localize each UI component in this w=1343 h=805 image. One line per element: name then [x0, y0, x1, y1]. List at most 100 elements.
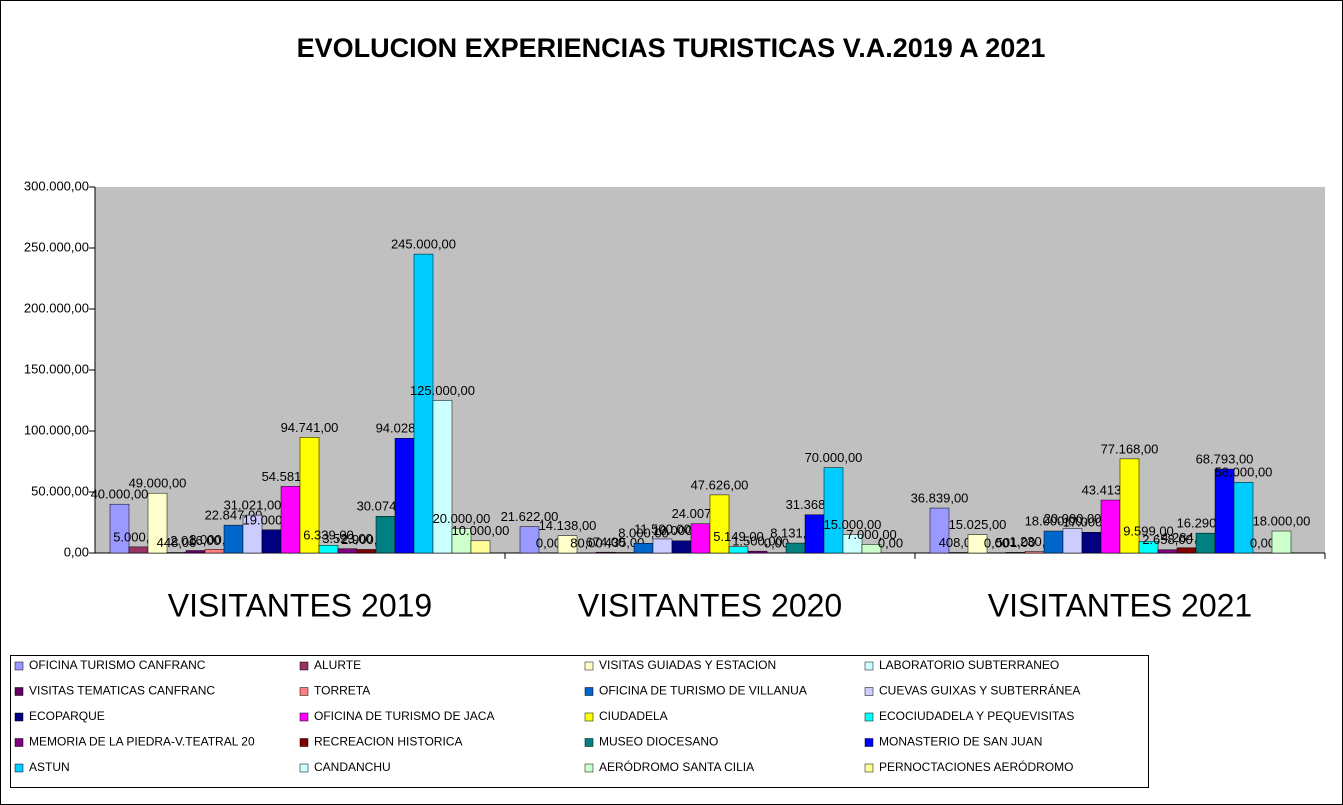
- legend-swatch: [299, 687, 309, 696]
- bar: [299, 437, 320, 554]
- y-tick-label: 250.000,00: [24, 239, 89, 254]
- value-label: 9.599,00: [1123, 524, 1174, 539]
- legend-label: ECOCIUDADELA Y PEQUEVISITAS: [879, 709, 1074, 723]
- y-tick-label: 100.000,00: [24, 422, 89, 437]
- bar: [128, 546, 149, 554]
- value-label: 18.000,00: [1253, 513, 1311, 528]
- bar: [261, 529, 282, 554]
- legend-label: CIUDADELA: [599, 709, 668, 723]
- bar: [671, 540, 692, 554]
- bar: [223, 524, 244, 554]
- legend-label: RECREACION HISTORICA: [314, 735, 462, 749]
- legend-label: PERNOCTACIONES AERÓDROMO: [879, 759, 1073, 774]
- legend-label: TORRETA: [314, 684, 370, 698]
- value-label: 68.793,00: [1196, 452, 1254, 467]
- chart-title: EVOLUCION EXPERIENCIAS TURISTICAS V.A.20…: [297, 33, 1046, 63]
- value-label: 0,00: [1250, 535, 1275, 550]
- value-label: 7.000,00: [846, 527, 897, 542]
- bar: [861, 544, 882, 554]
- value-label: 8.000,00: [618, 526, 669, 541]
- legend-label: VISITAS GUIADAS Y ESTACION: [599, 658, 776, 672]
- bar: [690, 523, 711, 554]
- value-label: 674,00: [586, 535, 626, 550]
- value-label: 20.000,00: [1044, 511, 1102, 526]
- bar: [823, 467, 844, 554]
- bar: [394, 438, 415, 554]
- bar: [204, 549, 225, 554]
- bar: [1062, 528, 1083, 554]
- legend-swatch: [584, 712, 594, 722]
- bar: [633, 542, 654, 554]
- legend-swatch: [299, 763, 309, 773]
- value-label: 1.500,00: [732, 534, 783, 549]
- value-label: 0,00: [984, 535, 1009, 550]
- legend-label: MONASTERIO DE SAN JUAN: [879, 735, 1042, 749]
- bar: [1233, 481, 1254, 554]
- bar: [1157, 549, 1178, 554]
- bar: [1081, 532, 1102, 554]
- bar: [747, 550, 768, 554]
- bar: [728, 546, 749, 554]
- legend-swatch: [584, 687, 594, 696]
- bar: [967, 534, 988, 554]
- value-label: 77.168,00: [1101, 441, 1159, 456]
- legend-label: OFICINA DE TURISMO DE JACA: [314, 709, 494, 723]
- value-label: 49.000,00: [129, 476, 187, 491]
- legend-label: VISITAS TEMATICAS CANFRANC: [29, 684, 215, 698]
- bar: [1005, 552, 1026, 554]
- bar: [432, 400, 453, 554]
- value-label: 70.000,00: [805, 450, 863, 465]
- bar: [1138, 541, 1159, 554]
- legend-swatch: [299, 712, 309, 722]
- bar: [614, 552, 635, 554]
- bar: [519, 526, 540, 554]
- y-tick-label: 300.000,00: [24, 178, 89, 193]
- value-label: 11.500,00: [634, 521, 691, 536]
- legend-label: ECOPARQUE: [29, 709, 105, 723]
- legend-swatch: [864, 738, 874, 747]
- bar: [1271, 530, 1292, 554]
- legend-swatch: [864, 763, 874, 773]
- bar: [166, 552, 187, 554]
- value-label: 36.839,00: [911, 490, 969, 505]
- legend-label: MUSEO DIOCESANO: [599, 735, 718, 749]
- value-label: 47.626,00: [691, 477, 749, 492]
- bar: [185, 550, 206, 554]
- legend-swatch: [584, 661, 594, 671]
- legend-swatch: [299, 738, 309, 747]
- legend-swatch: [14, 763, 24, 773]
- legend-label: AERÓDROMO SANTA CILIA: [599, 759, 754, 774]
- bar: [595, 551, 616, 554]
- legend-swatch: [584, 763, 594, 773]
- legend-label: CANDANCHU: [314, 760, 391, 774]
- legend-swatch: [864, 712, 874, 722]
- legend-swatch: [14, 712, 24, 722]
- bar: [1119, 458, 1140, 554]
- value-label: 0,00: [536, 535, 561, 550]
- bar: [1100, 499, 1121, 554]
- bar: [1195, 532, 1216, 554]
- bar: [413, 253, 434, 554]
- legend-swatch: [864, 687, 874, 696]
- y-tick-label: 50.000,00: [31, 483, 89, 498]
- value-label: 501,00: [996, 535, 1036, 550]
- legend-swatch: [864, 661, 874, 671]
- bar: [557, 535, 578, 554]
- value-label: 18.000,00: [1025, 513, 1083, 528]
- x-tick-label: VISITANTES 2020: [578, 587, 842, 623]
- value-label: 3.523,00: [322, 531, 373, 546]
- value-label: 31.021,00: [224, 498, 282, 513]
- legend-label: LABORATORIO SUBTERRANEO: [879, 658, 1059, 672]
- value-label: 125.000,00: [410, 383, 475, 398]
- value-label: 40.000,00: [91, 487, 149, 502]
- legend-swatch: [299, 661, 309, 671]
- legend-label: OFICINA DE TURISMO DE VILLANUA: [599, 684, 807, 698]
- bar: [929, 507, 950, 554]
- value-label: 58.000,00: [1215, 465, 1273, 480]
- bar: [804, 514, 825, 554]
- value-label: 14.138,00: [539, 518, 597, 533]
- value-label: 2.016,00: [170, 533, 221, 548]
- bar: [1214, 468, 1235, 554]
- x-tick-label: VISITANTES 2021: [988, 587, 1252, 623]
- y-tick-label: 200.000,00: [24, 300, 89, 315]
